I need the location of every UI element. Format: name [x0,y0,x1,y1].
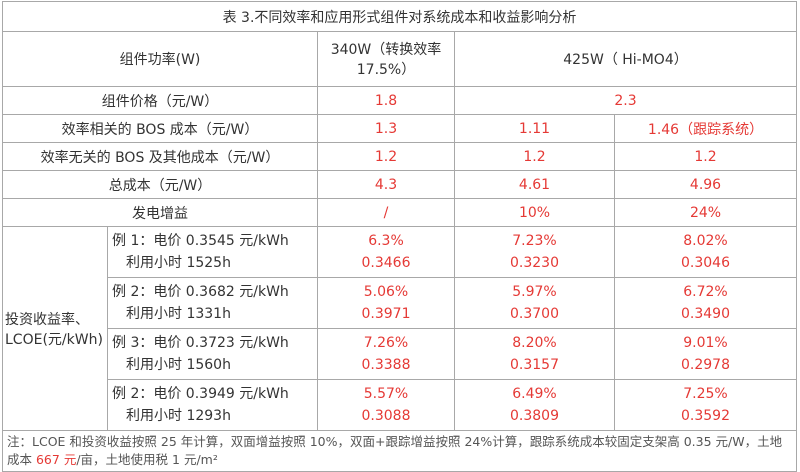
hours: 利用小时 1560h [126,357,231,373]
return: 6.49% [512,386,557,402]
price: 例 3：电价 0.3723 元/kWh [112,335,289,351]
lcoe: 0.3490 [681,306,730,322]
lcoe: 0.3088 [361,408,411,424]
cell: 5.06% 0.3971 [317,277,455,329]
cell: 2.3 [454,86,797,115]
cell: 1.11 [454,114,615,143]
cell: 7.23% 0.3230 [454,226,615,278]
cell: 1.2 [317,142,455,171]
return: 7.25% [683,386,728,402]
cell: 8.20% 0.3157 [454,328,615,380]
hours: 利用小时 1331h [126,306,231,322]
return: 9.01% [683,335,728,351]
cell: 6.72% 0.3490 [614,277,797,329]
lcoe: 0.3230 [510,255,559,271]
cell: 1.3 [317,114,455,143]
return: 6.72% [683,284,728,300]
lcoe: 0.3592 [681,408,730,424]
cell: 10% [454,198,615,227]
row-label: 组件价格（元/W） [2,86,318,115]
lcoe: 0.3046 [681,255,730,271]
row-label: 效率无关的 BOS 及其他成本（元/W） [2,142,318,171]
cell: 6.49% 0.3809 [454,379,615,431]
example-label: 例 2：电价 0.3682 元/kWh 利用小时 1331h [107,277,318,329]
example-label: 例 3：电价 0.3723 元/kWh 利用小时 1560h [107,328,318,380]
cell: 5.97% 0.3700 [454,277,615,329]
cell: 4.3 [317,170,455,199]
cell: 7.25% 0.3592 [614,379,797,431]
price: 例 2：电价 0.3949 元/kWh [112,386,289,402]
cell: 1.2 [614,142,797,171]
row: 效率无关的 BOS 及其他成本（元/W） 1.2 1.2 1.2 [2,142,797,171]
lcoe: 0.3157 [510,357,559,373]
return: 7.23% [512,233,557,249]
lcoe: 0.3700 [510,306,559,322]
price: 例 1：电价 0.3545 元/kWh [112,233,289,249]
table-title: 表 3.不同效率和应用形式组件对系统成本和收益影响分析 [2,1,797,32]
header-col: 425W（ Hi-MO4） [454,31,797,87]
return: 5.06% [363,284,409,300]
cell: 24% [614,198,797,227]
lcoe: 0.3388 [361,357,411,373]
cell: 9.01% 0.2978 [614,328,797,380]
header-col: 340W（转换效率 17.5%） [317,31,455,87]
return: 8.02% [683,233,728,249]
return: 8.20% [512,335,557,351]
cell: 1.46（跟踪系统） [614,114,797,143]
row: 总成本（元/W） 4.3 4.61 4.96 [2,170,797,199]
rows: 效率相关的 BOS 成本（元/W） 1.3 1.11 1.46（跟踪系统） 效率无关的 … [2,114,797,227]
example-row: 例 2：电价 0.3949 元/kWh 利用小时 1293h 5.57% 0.3088… [3,379,797,431]
row-label: 总成本（元/W） [2,170,318,199]
lcoe: 0.3466 [361,255,411,271]
lcoe: 0.2978 [681,357,730,373]
note-highlight: 667 元 [35,452,77,467]
note-text: /亩，土地使用税 1 元/m² [76,452,218,467]
return: 5.57% [363,386,409,402]
example-row: 例 3：电价 0.3723 元/kWh 利用小时 1560h 7.26% 0.3388… [3,328,797,380]
lcoe: 0.3809 [510,408,559,424]
header-label: 组件功率(W) [2,31,318,87]
row-label: 效率相关的 BOS 成本（元/W） [2,114,318,143]
cell: 8.02% 0.3046 [614,226,797,278]
row: 效率相关的 BOS 成本（元/W） 1.3 1.11 1.46（跟踪系统） [2,114,797,143]
row: 发电增益/10% 24% [2,198,797,227]
cell: / [317,198,455,227]
hours: 利用小时 1293h [126,408,231,424]
note-text: 注：LCOE 和投资收益按照 25 年计算，双面增益按照 10%，双面+跟踪增益… [7,434,783,467]
cell: 1.2 [454,142,615,171]
return: 5.97% [512,284,557,300]
example-row: 投资收益率、LCOE(元/kWh) 例 1：电价 0.3545 元/kWh 利用小时… [2,226,797,431]
note: 注：LCOE 和投资收益按照 25 年计算，双面增益按照 10%，双面+跟踪增益… [2,430,797,472]
lcoe: 0.3971 [361,306,411,322]
return: 7.26% [363,335,409,351]
cell: 5.57% 0.3088 [317,379,455,431]
cell: 7.26% 0.3388 [317,328,455,380]
cell: 1.8 [317,86,455,115]
cell: 6.3% 0.3466 [317,226,455,278]
group-label: 投资收益率、LCOE(元/kWh) [2,226,108,431]
investment-rows: 投资收益率、LCOE(元/kWh) 例 1：电价 0.3545 元/kWh 利用小时… [2,226,797,431]
example-row: 例 2：电价 0.3682 元/kWh 利用小时 1331h 5.06% 0.3971… [3,277,797,329]
cell: 4.61 [454,170,615,199]
example-label: 例 2：电价 0.3949 元/kWh 利用小时 1293h [107,379,318,431]
cell: 4.96 [614,170,797,199]
row-label: 发电增益 [2,198,318,227]
return: 6.3% [368,233,404,249]
hours: 利用小时 1525h [126,255,231,271]
example-label: 例 1：电价 0.3545 元/kWh 利用小时 1525h [107,226,318,278]
price: 例 2：电价 0.3682 元/kWh [112,284,289,300]
